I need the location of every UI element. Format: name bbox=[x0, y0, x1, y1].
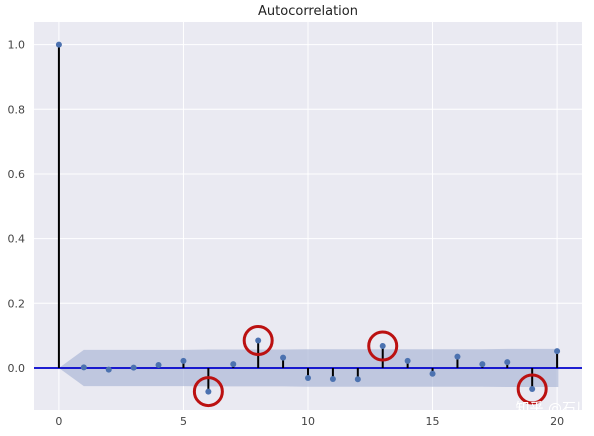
marker-lag-13 bbox=[380, 343, 386, 349]
marker-lag-9 bbox=[280, 355, 286, 361]
marker-lag-11 bbox=[330, 376, 336, 382]
y-tick-label: 1.0 bbox=[8, 39, 26, 52]
marker-lag-0 bbox=[56, 42, 62, 48]
marker-lag-19 bbox=[529, 386, 535, 392]
marker-lag-12 bbox=[355, 376, 361, 382]
marker-lag-14 bbox=[405, 358, 411, 364]
marker-lag-10 bbox=[305, 375, 311, 381]
marker-lag-2 bbox=[106, 367, 112, 373]
x-tick-label: 10 bbox=[301, 415, 315, 428]
marker-lag-18 bbox=[504, 359, 510, 365]
marker-lag-15 bbox=[430, 371, 436, 377]
y-tick-label: 0.2 bbox=[8, 297, 26, 310]
x-tick-label: 5 bbox=[180, 415, 187, 428]
marker-lag-1 bbox=[81, 364, 87, 370]
marker-lag-7 bbox=[230, 361, 236, 367]
marker-lag-5 bbox=[180, 358, 186, 364]
y-tick-label: 0.6 bbox=[8, 168, 26, 181]
x-tick-label: 0 bbox=[55, 415, 62, 428]
x-tick-label: 15 bbox=[426, 415, 440, 428]
marker-lag-6 bbox=[205, 389, 211, 395]
y-tick-label: 0.4 bbox=[8, 233, 26, 246]
marker-lag-4 bbox=[156, 362, 162, 368]
marker-lag-16 bbox=[454, 354, 460, 360]
y-tick-label: 0.0 bbox=[8, 362, 26, 375]
marker-lag-3 bbox=[131, 365, 137, 371]
watermark-text: 知乎 @石川 bbox=[516, 400, 590, 417]
marker-lag-8 bbox=[255, 337, 261, 343]
marker-lag-17 bbox=[479, 361, 485, 367]
chart-title: Autocorrelation bbox=[258, 4, 358, 19]
marker-lag-20 bbox=[554, 348, 560, 354]
y-tick-label: 0.8 bbox=[8, 103, 26, 116]
